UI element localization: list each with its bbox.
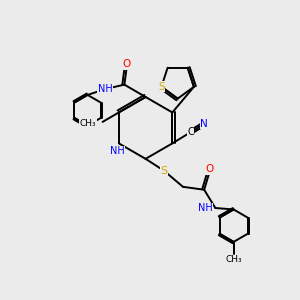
Text: NH: NH (198, 203, 213, 213)
Text: O: O (206, 164, 214, 174)
Text: C: C (187, 127, 194, 137)
Text: O: O (123, 59, 131, 69)
Text: S: S (158, 82, 165, 92)
Text: S: S (160, 166, 167, 176)
Text: CH₃: CH₃ (225, 255, 242, 264)
Text: N: N (200, 119, 208, 129)
Text: NH: NH (98, 84, 112, 94)
Text: NH: NH (110, 146, 125, 156)
Text: CH₃: CH₃ (80, 119, 96, 128)
